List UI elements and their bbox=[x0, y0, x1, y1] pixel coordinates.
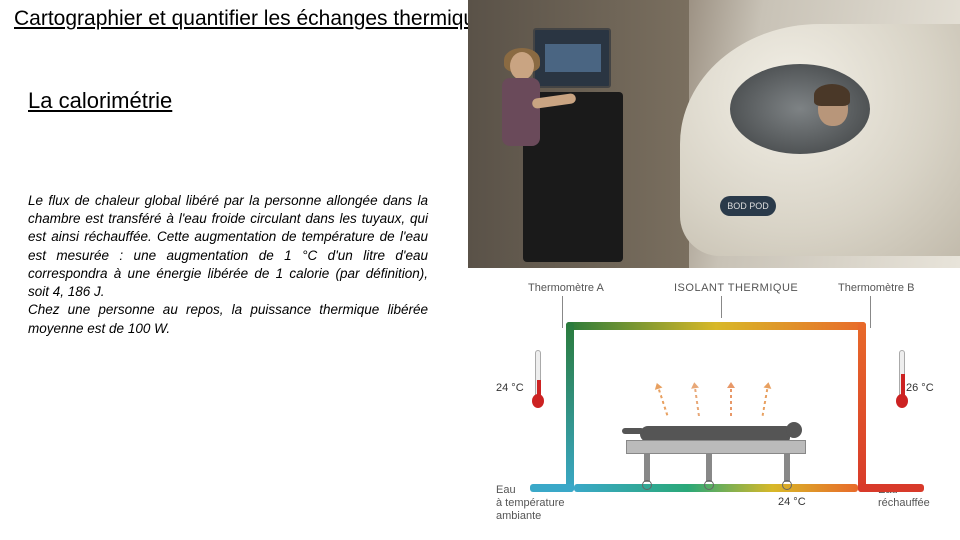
bed-leg bbox=[706, 454, 712, 482]
pipe-bottom bbox=[574, 484, 858, 492]
label-thermometer-b: Thermomètre B bbox=[838, 282, 914, 294]
thermometer-b-icon bbox=[896, 350, 908, 414]
pipe-top bbox=[566, 322, 866, 330]
photo-technician bbox=[496, 52, 546, 212]
bed-leg bbox=[644, 454, 650, 482]
photo-pod-badge: BOD POD bbox=[720, 196, 776, 216]
bed-leg bbox=[784, 454, 790, 482]
photo-bodpod: BOD POD bbox=[680, 24, 960, 256]
calorimetry-photo: BOD POD bbox=[468, 0, 960, 268]
heat-arrow-icon bbox=[657, 386, 669, 417]
heat-arrow-icon bbox=[730, 386, 732, 418]
chamber-box bbox=[566, 322, 866, 492]
label-temp-b: 26 °C bbox=[906, 382, 934, 394]
body-paragraph: Le flux de chaleur global libéré par la … bbox=[28, 192, 428, 338]
leader-line-isolant bbox=[721, 296, 722, 318]
calorimetry-diagram: Thermomètre A ISOLANT THERMIQUE Thermomè… bbox=[496, 282, 936, 532]
label-isolant: ISOLANT THERMIQUE bbox=[674, 282, 798, 294]
label-thermometer-a: Thermomètre A bbox=[528, 282, 604, 294]
pipe-inlet bbox=[530, 484, 574, 492]
leader-line-b bbox=[870, 296, 871, 328]
section-subtitle: La calorimétrie bbox=[28, 88, 172, 114]
pipe-outlet bbox=[858, 484, 924, 492]
pipe-left bbox=[566, 322, 574, 492]
heat-arrow-icon bbox=[694, 386, 700, 418]
heat-arrow-icon bbox=[761, 386, 769, 418]
wheel-icon bbox=[782, 480, 792, 490]
label-temp-a: 24 °C bbox=[496, 382, 524, 394]
label-temp-floor: 24 °C bbox=[778, 496, 806, 508]
wheel-icon bbox=[642, 480, 652, 490]
bed-icon bbox=[626, 440, 806, 454]
wheel-icon bbox=[704, 480, 714, 490]
leader-line-a bbox=[562, 296, 563, 328]
photo-pod-window bbox=[730, 64, 870, 154]
pipe-right bbox=[858, 322, 866, 492]
thermometer-a-icon bbox=[532, 350, 544, 414]
